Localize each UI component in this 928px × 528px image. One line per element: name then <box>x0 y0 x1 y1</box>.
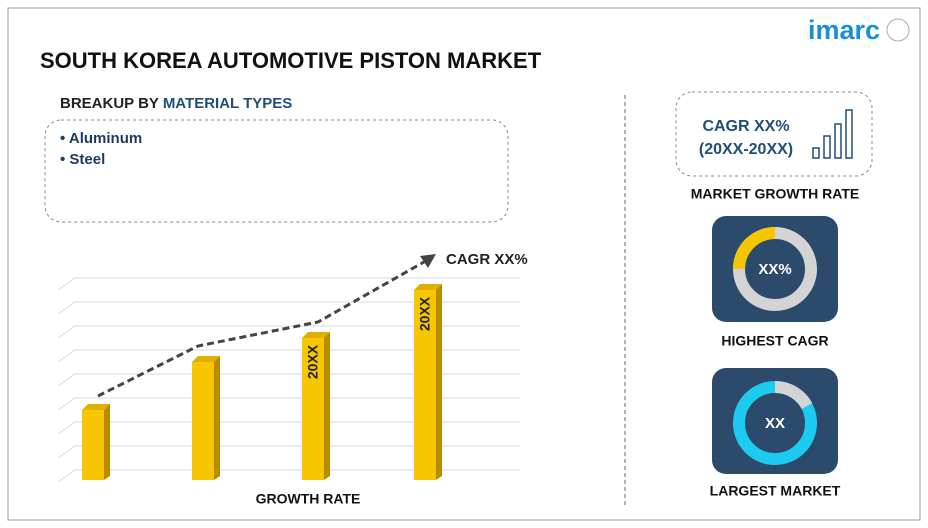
donut-value: XX <box>765 415 785 432</box>
growth-icon <box>812 109 853 159</box>
donut-arc <box>733 227 776 270</box>
breakup-prefix: BREAKUP BY <box>60 95 159 112</box>
growth-caption: MARKET GROWTH RATE <box>691 186 860 202</box>
breakup-item: • Steel <box>60 151 105 168</box>
title: SOUTH KOREA AUTOMOTIVE PISTON MARKET <box>40 48 542 73</box>
arrow-head <box>420 254 436 268</box>
trend-arrow <box>97 260 425 398</box>
logo: imarc <box>808 15 880 45</box>
floor-lines <box>57 277 520 483</box>
logo-icon <box>886 18 910 42</box>
breakup-item: • Aluminum <box>60 130 142 147</box>
donut-arc <box>774 380 813 410</box>
donut-value: XX% <box>758 261 791 278</box>
bars <box>82 284 442 480</box>
cagr-label: CAGR XX% <box>446 251 528 268</box>
breakup-highlight: MATERIAL TYPES <box>163 95 292 112</box>
bar-label: 20XX <box>305 344 321 379</box>
growth-line: CAGR XX% <box>702 118 789 135</box>
bar-label: 20XX <box>417 296 433 331</box>
market-caption: LARGEST MARKET <box>710 483 841 499</box>
growth-line: (20XX-20XX) <box>699 141 793 158</box>
growth-box <box>675 91 873 177</box>
breakup-heading: BREAKUP BY MATERIAL TYPES <box>60 95 292 112</box>
cagr-caption: HIGHEST CAGR <box>721 333 828 349</box>
chart-caption: GROWTH RATE <box>256 491 361 507</box>
